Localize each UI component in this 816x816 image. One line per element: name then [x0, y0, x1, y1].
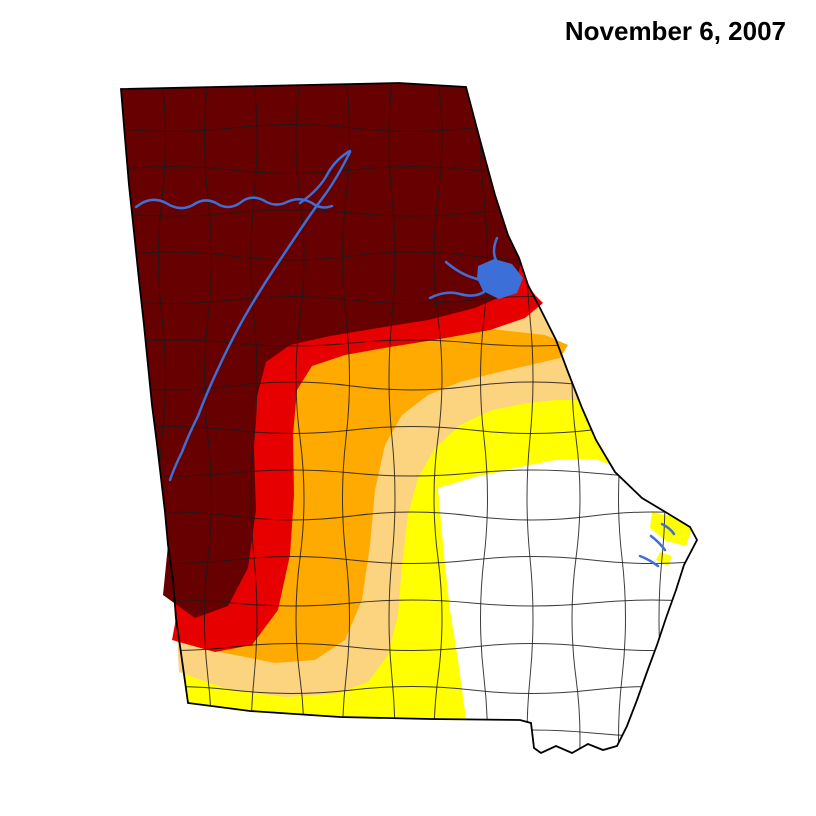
- savannah-tributary-river: [428, 290, 486, 300]
- coastal-inlet-1: [649, 534, 667, 552]
- zone-d4-exceptional: [121, 83, 521, 618]
- rivers: [134, 149, 676, 568]
- zone-d0-coastal-patch-small: [656, 552, 672, 566]
- etowah-branch-river: [298, 149, 352, 205]
- zone-none: [438, 459, 697, 753]
- date-label: November 6, 2007: [564, 16, 786, 46]
- coastal-inlet-3: [660, 522, 676, 536]
- state-outline: [120, 82, 699, 755]
- clarks-hill-lake: [477, 259, 523, 299]
- chattahoochee-river: [168, 150, 352, 482]
- coastal-inlet-2: [638, 554, 660, 568]
